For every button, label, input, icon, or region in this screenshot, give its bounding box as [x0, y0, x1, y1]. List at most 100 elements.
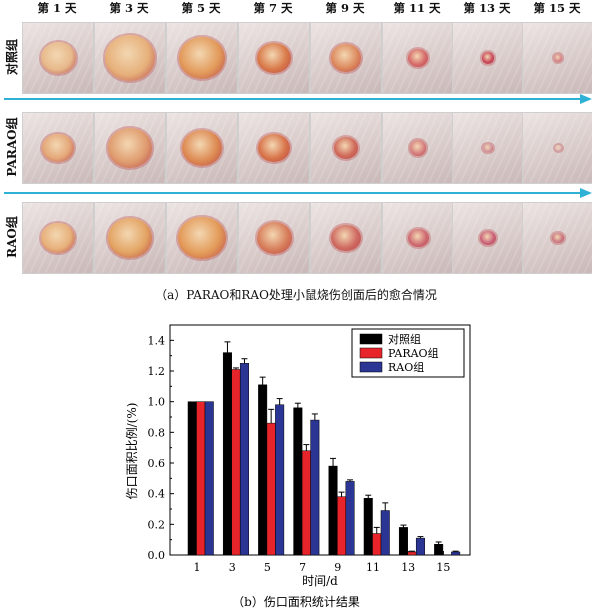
bar: [345, 481, 355, 556]
wound-photo: [310, 202, 382, 274]
wound-area: [181, 129, 223, 167]
wound-area: [331, 224, 361, 252]
wound-area: [407, 228, 429, 248]
group-label: 对照组: [5, 39, 19, 76]
wound-area: [480, 231, 496, 245]
wound-area: [483, 143, 493, 153]
wound-area: [178, 216, 226, 260]
figure-b-caption: （b）伤口面积统计结果: [232, 595, 360, 609]
x-tick-label: 13: [401, 561, 415, 574]
bar: [451, 551, 461, 556]
wound-photo: [94, 202, 166, 274]
wound-photo: [310, 22, 382, 94]
day-label: 第 7 天: [253, 1, 293, 15]
wound-photo: [238, 112, 310, 184]
x-axis-title: 时间/d: [302, 574, 338, 588]
x-tick-label: 11: [366, 561, 380, 574]
day-label: 第 3 天: [109, 1, 149, 15]
wound-area: [408, 49, 428, 67]
chart-axes: 0.00.20.40.60.81.01.21.41 3 5 7 9 11 13 15: [148, 324, 471, 574]
wound-area: [257, 133, 291, 163]
wound-photo: [522, 112, 592, 184]
bar: [398, 527, 408, 556]
bar: [372, 533, 382, 556]
y-tick-label: 0.4: [148, 488, 166, 501]
wound-area: [257, 42, 291, 74]
y-tick-label: 0.6: [148, 457, 166, 470]
wound-photo: [382, 22, 454, 94]
wound-photo: [382, 202, 454, 274]
wound-area: [41, 133, 75, 163]
timeline-arrow-1: [4, 98, 582, 100]
bar: [239, 363, 249, 556]
wound-area: [108, 218, 152, 258]
bar: [310, 419, 320, 556]
y-tick-label: 0.2: [148, 518, 166, 531]
bar: [222, 352, 232, 556]
group-label: RAO组: [5, 216, 19, 258]
wound-photo: [22, 22, 94, 94]
wound-photo: [522, 22, 592, 94]
y-axis-title: 伤口面积比例/(%): [125, 403, 139, 500]
x-tick-label: 15: [436, 561, 450, 574]
wound-photo: [238, 202, 310, 274]
wound-area: [554, 144, 562, 152]
day-label: 第 13 天: [463, 1, 511, 15]
wound-area: [108, 128, 152, 168]
timeline-arrowhead-2: [580, 188, 592, 198]
wound-photo: [22, 112, 94, 184]
bar: [258, 384, 268, 556]
y-tick-label: 1.2: [148, 365, 166, 378]
y-tick-label: 0.8: [148, 426, 166, 439]
y-tick-label: 1.0: [148, 396, 166, 409]
x-tick-label: 7: [299, 561, 306, 574]
wound-area: [330, 44, 362, 72]
bar: [204, 401, 214, 556]
y-tick-label: 1.4: [148, 334, 166, 347]
x-tick-label: 3: [229, 561, 236, 574]
timeline-arrowhead-1: [580, 94, 592, 104]
wound-area: [553, 54, 563, 62]
wound-photo: [310, 112, 382, 184]
legend-swatch: [359, 347, 383, 359]
bar: [380, 510, 390, 556]
wound-photo: [382, 112, 454, 184]
x-tick-label: 9: [334, 561, 341, 574]
wound-photo: [166, 22, 238, 94]
day-label: 第 11 天: [393, 1, 441, 15]
bar: [301, 450, 311, 556]
legend-label: RAO组: [388, 360, 424, 374]
bar: [328, 465, 338, 556]
x-tick-label: 1: [194, 561, 201, 574]
chart-bars: [187, 341, 461, 556]
wound-photo: [452, 22, 524, 94]
bar: [196, 401, 206, 556]
wound-area: [409, 140, 427, 156]
wound-photo-figure: 第 1 天 第 3 天 第 5 天 第 7 天 第 9 天 第 11 天 第 13 天 第 1…: [4, 1, 592, 302]
legend-swatch: [359, 333, 383, 345]
wound-area: [256, 222, 292, 254]
day-label: 第 15 天: [533, 1, 581, 15]
bar: [415, 537, 425, 556]
bar: [187, 401, 197, 556]
bar: [337, 496, 347, 556]
wound-area: [552, 232, 564, 244]
wound-area: [104, 35, 156, 81]
wound-photo: [166, 202, 238, 274]
wound-area: [334, 137, 358, 159]
bar: [275, 404, 285, 556]
wound-photo: [166, 112, 238, 184]
wound-area: [178, 37, 226, 79]
bar: [363, 498, 373, 556]
wound-photo: [94, 112, 166, 184]
bar: [293, 407, 303, 556]
wound-photo: [522, 202, 592, 274]
bar: [231, 369, 241, 556]
y-tick-label: 0.0: [148, 549, 166, 562]
wound-photo: [238, 22, 310, 94]
legend-label: 对照组: [388, 332, 421, 346]
wound-area: [40, 42, 76, 74]
legend-label: PARAO组: [388, 346, 439, 360]
timeline-arrow-2: [4, 192, 582, 194]
